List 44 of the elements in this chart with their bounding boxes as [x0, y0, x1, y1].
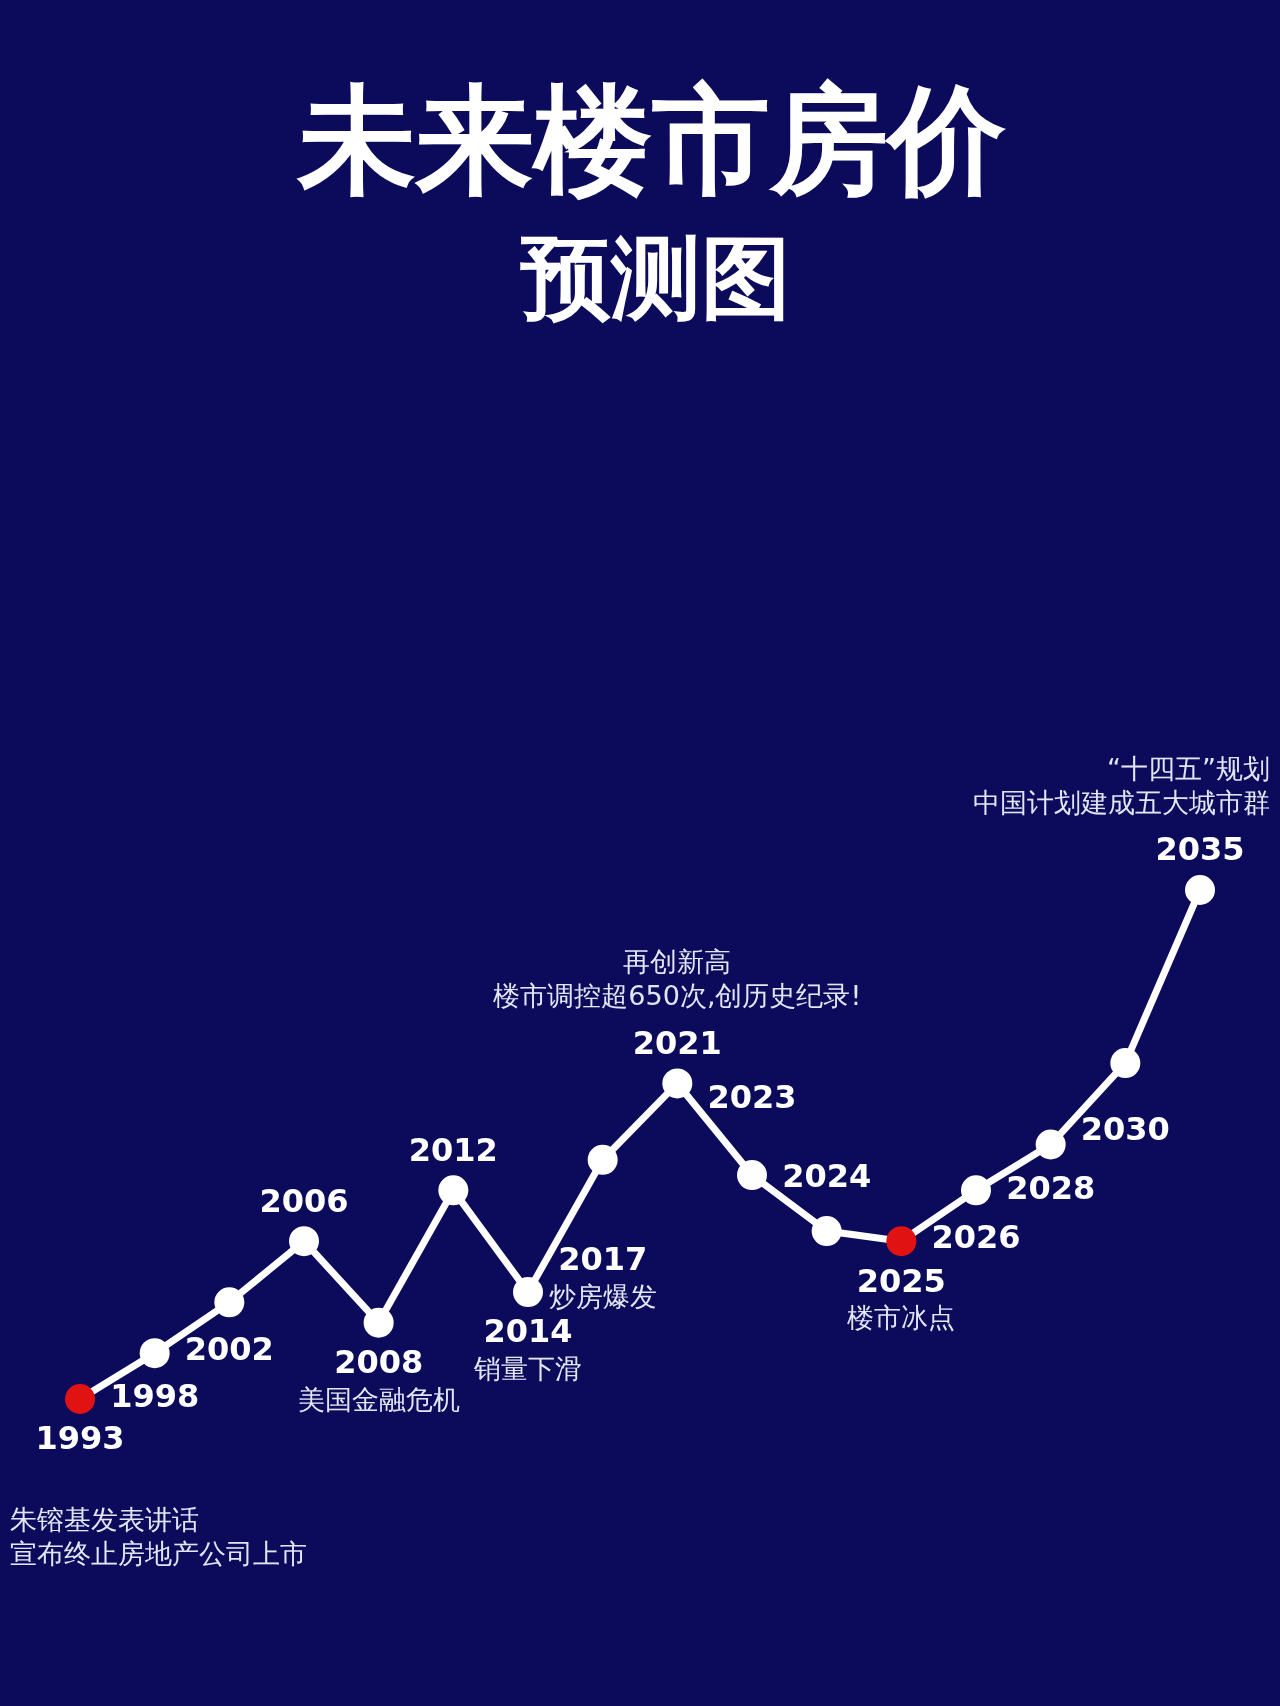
point: [1035, 1129, 1066, 1160]
annotation: 2026: [931, 1217, 1021, 1256]
annotation: 2021: [632, 1023, 722, 1062]
annotation: 1993: [35, 1419, 125, 1458]
point: [662, 1068, 693, 1099]
annotation: 2008: [334, 1342, 424, 1381]
annotation: 2025: [856, 1261, 946, 1300]
point: [886, 1226, 917, 1257]
annotation: 1998: [110, 1377, 200, 1416]
annotation: 2035: [1155, 830, 1245, 869]
point: [1185, 875, 1215, 905]
chart-subtitle: 预测图: [520, 225, 791, 331]
annotation: 2002: [184, 1329, 274, 1368]
annotation: 楼市冰点: [847, 1302, 956, 1334]
point: [438, 1175, 469, 1206]
annotation: 2028: [1006, 1168, 1096, 1207]
chart-title: 未来楼市房价: [296, 70, 1006, 209]
point: [811, 1216, 842, 1247]
point: [1110, 1048, 1141, 1079]
text: “十四五”规划: [1107, 753, 1270, 785]
text: 宣布终止房地产公司上市: [10, 1538, 307, 1570]
annotation: 2030: [1080, 1110, 1170, 1149]
point: [214, 1287, 245, 1318]
annotation: 再创新高: [623, 946, 732, 978]
annotation: 2012: [408, 1130, 498, 1169]
annotation: 销量下滑: [473, 1353, 582, 1385]
text: 朱镕基发表讲话: [10, 1504, 199, 1536]
point: [513, 1277, 543, 1308]
point: [961, 1175, 991, 1206]
annotation: 美国金融危机: [297, 1383, 460, 1415]
point: [737, 1160, 767, 1191]
annotation: 2023: [707, 1077, 797, 1116]
annotation: 2006: [259, 1181, 349, 1220]
point: [289, 1226, 319, 1257]
point: [139, 1338, 170, 1369]
annotation: 2014: [483, 1312, 573, 1351]
annotation: 炒房爆发: [548, 1280, 657, 1312]
point: [363, 1307, 394, 1338]
annotation: 2017: [558, 1240, 648, 1279]
text: 中国计划建成五大城市群: [973, 787, 1270, 819]
annotation: 楼市调控超650次,创历史纪录!: [493, 980, 862, 1012]
point: [587, 1144, 618, 1175]
annotation: 2024: [782, 1156, 872, 1195]
point: [65, 1384, 95, 1414]
